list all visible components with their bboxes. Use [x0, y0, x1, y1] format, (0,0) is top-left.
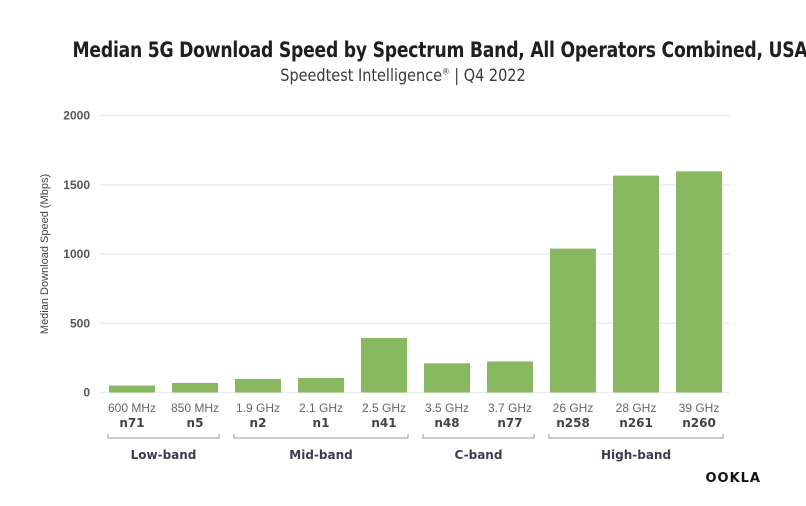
band-label: n5: [187, 416, 204, 430]
bar: [424, 363, 470, 393]
bar: [361, 337, 407, 393]
band-label: n1: [313, 416, 330, 430]
bars: [109, 171, 722, 393]
bar: [550, 248, 596, 393]
x-tick-label: 3.7 GHz: [488, 401, 532, 415]
bar: [235, 378, 281, 393]
y-tick-label: 1000: [63, 247, 90, 261]
subtitle-period: | Q4 2022: [449, 66, 526, 86]
group-bracket: [233, 434, 409, 439]
y-tick-label: 2000: [63, 109, 90, 123]
x-tick-label: 28 GHz: [616, 401, 657, 415]
y-axis-label: Median Download Speed (Mbps): [39, 174, 51, 334]
band-label: n41: [371, 416, 396, 430]
x-tick-label: 3.5 GHz: [425, 401, 469, 415]
y-tick-label: 1500: [63, 178, 90, 192]
band-label: n258: [556, 416, 590, 430]
subtitle-source: Speedtest Intelligence: [280, 66, 443, 86]
bar: [676, 171, 722, 393]
band-label: n260: [682, 416, 716, 430]
chart-subtitle: Speedtest Intelligence® | Q4 2022: [60, 66, 745, 86]
bar: [298, 377, 344, 393]
y-tick-label: 500: [70, 316, 90, 330]
band-label: n261: [619, 416, 653, 430]
registered-mark: ®: [442, 67, 450, 78]
group-bracket: [548, 434, 724, 439]
y-tick-label: 0: [83, 386, 90, 400]
band-label: n2: [250, 416, 267, 430]
chart-title: Median 5G Download Speed by Spectrum Ban…: [72, 38, 806, 62]
x-tick-label: 39 GHz: [679, 401, 720, 415]
group-bracket: [107, 434, 220, 439]
band-groups: Low-band Mid-band C-band High-band: [107, 434, 724, 462]
band-label: n71: [119, 416, 144, 430]
band-label: n48: [434, 416, 459, 430]
x-tick-label: 1.9 GHz: [236, 401, 280, 415]
bar: [613, 175, 659, 393]
group-label: Mid-band: [289, 448, 352, 462]
x-tick-label: 2.1 GHz: [299, 401, 343, 415]
x-tick-label: 600 MHz: [108, 401, 156, 415]
x-tick-label: 2.5 GHz: [362, 401, 406, 415]
y-axis-ticks: 0 500 1000 1500 2000: [63, 109, 90, 400]
group-label: High-band: [601, 448, 671, 462]
x-tick-label: 850 MHz: [171, 401, 219, 415]
bar: [172, 382, 218, 393]
band-label: n77: [497, 416, 522, 430]
group-bracket: [422, 434, 535, 439]
x-tick-label: 26 GHz: [553, 401, 594, 415]
group-label: Low-band: [131, 448, 197, 462]
group-label: C-band: [455, 448, 503, 462]
bar: [109, 385, 155, 393]
bar: [487, 361, 533, 393]
ookla-logo: OOKLA: [705, 471, 761, 486]
